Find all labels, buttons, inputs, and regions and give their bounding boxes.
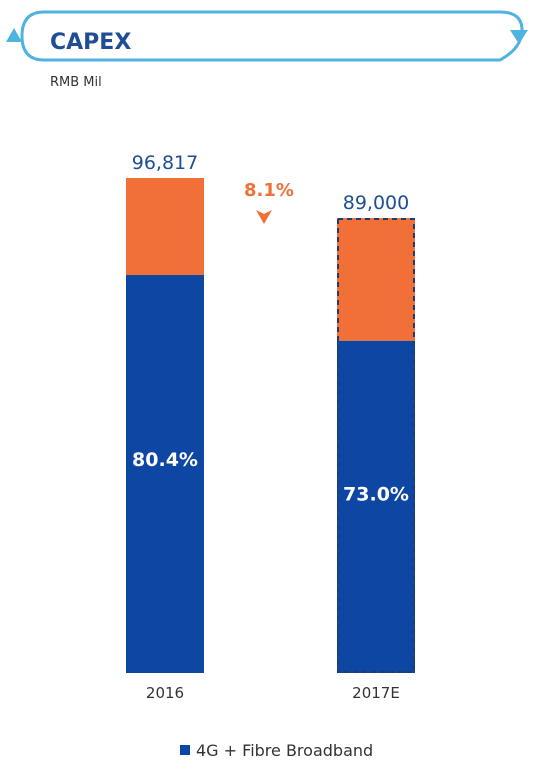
down-arrow-icon (256, 210, 272, 224)
right-arrow-icon (510, 30, 528, 44)
bar-total-label-2016: 96,817 (132, 152, 198, 174)
x-tick-label-2016: 2016 (146, 684, 184, 702)
bar-segment-4g-broadband-2017E (337, 340, 415, 673)
left-arrow-icon (6, 28, 22, 42)
bar-projected-outline-2017E (337, 217, 415, 673)
bars-layer: 96,817 80.4% 2016 89,000 73.0% 2017E (126, 152, 415, 702)
bar-segment-other-2016 (126, 178, 204, 276)
legend-label: 4G + Fibre Broadband (196, 741, 373, 760)
legend-swatch (180, 745, 190, 755)
bar-segment-other-2017E (337, 217, 415, 341)
title-banner: CAPEX (6, 10, 528, 62)
chart-title: CAPEX (50, 30, 131, 55)
bar-share-label-2016: 80.4% (132, 449, 198, 471)
change-indicator: 8.1% (244, 180, 294, 224)
bar-share-label-2017E: 73.0% (343, 483, 409, 505)
legend: 4G + Fibre Broadband (180, 741, 373, 760)
bar-total-label-2017E: 89,000 (343, 192, 409, 214)
banner-outline (20, 10, 524, 62)
bar-segment-4g-broadband-2016 (126, 275, 204, 673)
change-label: 8.1% (244, 180, 294, 201)
unit-label: RMB Mil (50, 75, 102, 90)
x-tick-label-2017E: 2017E (352, 684, 400, 702)
